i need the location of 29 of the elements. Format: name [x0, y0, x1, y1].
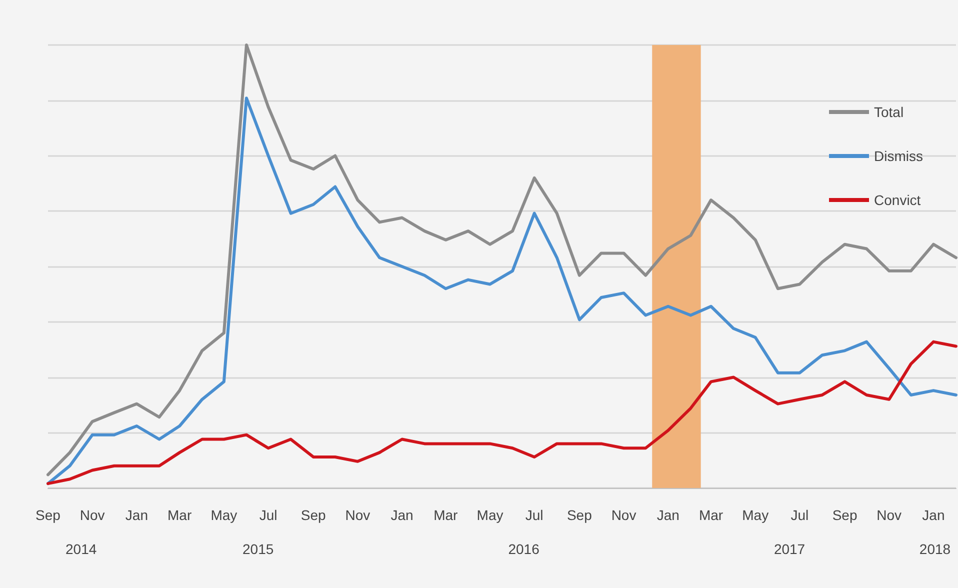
legend-label: Convict: [874, 192, 921, 208]
text: 2016: [508, 541, 540, 557]
text: 2017: [774, 541, 806, 557]
x-tick-label: Mar: [434, 507, 458, 523]
x-tick-label: Sep: [832, 507, 858, 523]
legend-label: Total: [874, 104, 904, 120]
x-tick-label: Mar: [698, 507, 724, 523]
x-tick-label: Jan: [922, 507, 945, 523]
x-tick-label: Mar: [168, 507, 192, 523]
x-tick-label: Jan: [656, 507, 680, 523]
x-tick-label: May: [210, 507, 238, 523]
x-tick-label: Sep: [36, 507, 61, 523]
x-tick-label: Jul: [790, 507, 809, 523]
x-tick-label: Jul: [525, 507, 544, 523]
x-tick-label: Nov: [80, 507, 105, 523]
x-tick-label: Sep: [566, 507, 592, 523]
x-tick-label: May: [476, 507, 504, 523]
x-tick-label: Sep: [300, 507, 326, 523]
x-tick-label: Nov: [876, 507, 902, 523]
legend-label: Dismiss: [874, 148, 924, 164]
x-tick-label: May: [742, 507, 769, 523]
x-tick-label: Nov: [611, 507, 636, 523]
x-tick-label: Nov: [345, 507, 370, 523]
x-tick-label: Jan: [390, 507, 414, 523]
text: 2018: [919, 541, 951, 557]
x-tick-label: Jan: [125, 507, 148, 523]
text: 2015: [242, 541, 274, 557]
text: 2014: [66, 541, 97, 557]
x-tick-label: Jul: [259, 507, 278, 523]
